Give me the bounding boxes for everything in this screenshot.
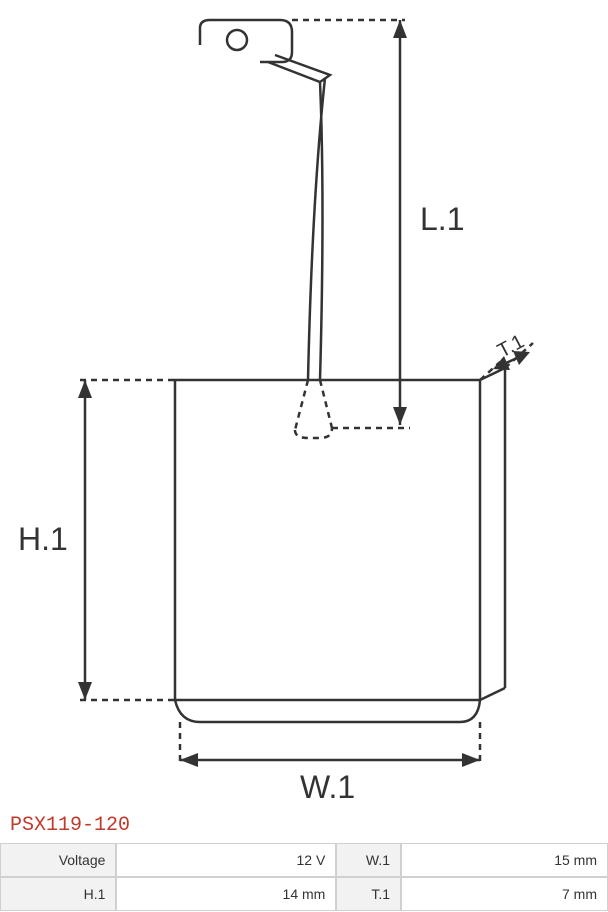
dim-L1-arrow-top [393,20,407,38]
brush-diagram-svg: L.1 H.1 W.1 T.1 [0,0,608,810]
spec-table: Voltage 12 V W.1 15 mm H.1 14 mm T.1 7 m… [0,843,608,911]
dim-H1-arrow-top [78,380,92,398]
wire-right [320,82,323,380]
brush-foot [175,700,480,722]
spec-row-1: Voltage 12 V W.1 15 mm [0,843,608,877]
spec-value-w1: 15 mm [401,843,608,877]
wire-entry-left [295,380,308,430]
wire-entry-right [320,380,332,428]
spec-label-voltage: Voltage [0,843,116,877]
dim-label-H1: H.1 [18,521,68,557]
brush-front [175,380,480,700]
brush-bottom-right-edge [480,688,505,700]
part-number: PSX119-120 [0,810,608,843]
dim-W1-arrow-r [462,753,480,767]
dim-label-L1: L.1 [420,201,464,237]
wire-end [295,428,332,438]
spec-value-t1: 7 mm [401,877,608,911]
dim-H1-arrow-bot [78,682,92,700]
spec-label-w1: W.1 [336,843,401,877]
spec-label-h1: H.1 [0,877,116,911]
spec-row-2: H.1 14 mm T.1 7 mm [0,877,608,911]
spec-value-h1: 14 mm [116,877,336,911]
terminal-hole [227,30,247,50]
terminal-connector [268,55,330,82]
spec-label-t1: T.1 [336,877,401,911]
spec-value-voltage: 12 V [116,843,336,877]
technical-diagram: L.1 H.1 W.1 T.1 [0,0,608,810]
dim-L1-arrow-bot [393,407,407,425]
dim-W1-arrow-l [180,753,198,767]
dim-label-W1: W.1 [300,769,355,805]
